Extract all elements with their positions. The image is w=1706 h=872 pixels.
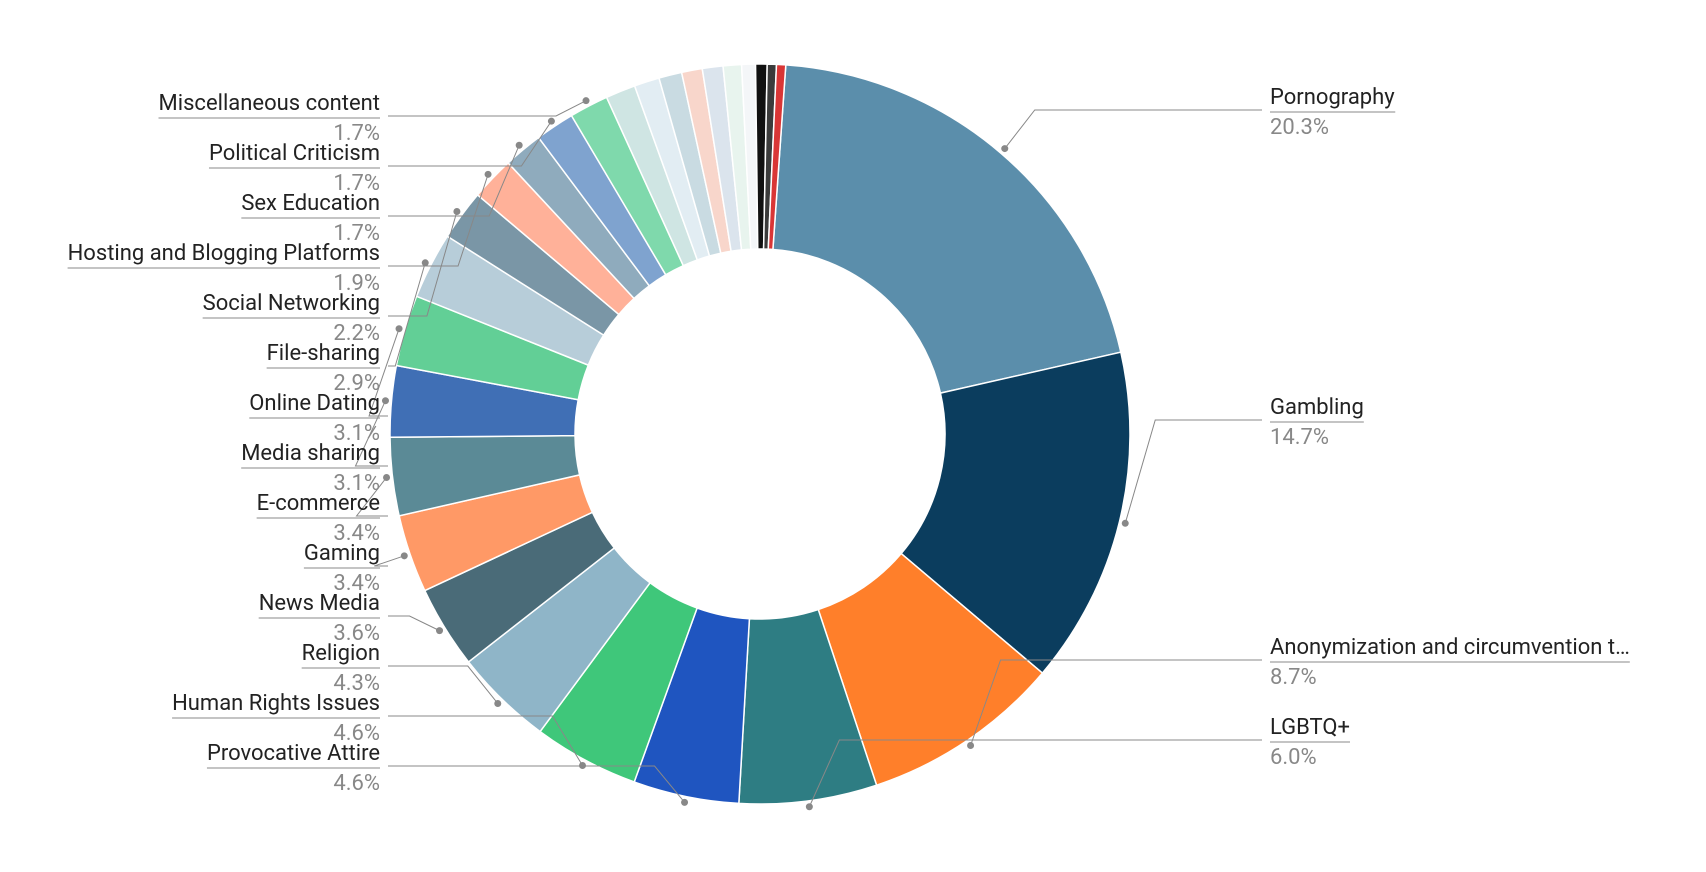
slice-label-group: File-sharing2.9% bbox=[267, 341, 380, 396]
leader-dot bbox=[436, 627, 443, 634]
leader-dot bbox=[383, 474, 390, 481]
leader-dot bbox=[401, 552, 408, 559]
leader-line bbox=[388, 616, 440, 631]
slice-percent: 3.4% bbox=[333, 521, 380, 546]
slice-percent: 3.4% bbox=[333, 571, 380, 596]
slice-label-group: News Media3.6% bbox=[259, 591, 380, 646]
slice-label-group: Miscellaneous content 1.7% bbox=[159, 91, 380, 146]
leader-dot bbox=[396, 325, 403, 332]
slice-percent: 4.3% bbox=[333, 671, 380, 696]
leader-dot bbox=[681, 799, 688, 806]
leader-dot bbox=[583, 97, 590, 104]
slice-percent: 1.7% bbox=[333, 171, 380, 196]
slice-label: LGBTQ+ bbox=[1270, 715, 1350, 740]
slice-percent: 3.1% bbox=[333, 421, 380, 446]
slice-label: Pornography bbox=[1270, 85, 1395, 110]
slice-label-group: Pornography 20.3% bbox=[1270, 85, 1395, 140]
slice-label-group: Human Rights Issues4.6% bbox=[172, 691, 380, 746]
chart-svg: Pornography 20.3% Gambling 14.7% Anonymizati… bbox=[0, 0, 1706, 868]
slice-label-group: E-commerce3.4% bbox=[257, 491, 380, 546]
leader-dot bbox=[1001, 145, 1008, 152]
slice-percent: 1.9% bbox=[333, 271, 380, 296]
slice-label-group: Gaming3.4% bbox=[304, 541, 380, 596]
leader-dot bbox=[422, 259, 429, 266]
leader-dot bbox=[485, 171, 492, 178]
slice-label: Gambling bbox=[1270, 395, 1364, 420]
slice-label-group: LGBTQ+ 6.0% bbox=[1270, 715, 1350, 770]
slice-label-group: Online Dating3.1% bbox=[249, 391, 380, 446]
leader-dot bbox=[579, 762, 586, 769]
leader-dot bbox=[548, 118, 555, 125]
leader-dot bbox=[453, 208, 460, 215]
slice-percent: 20.3% bbox=[1270, 115, 1329, 140]
donut-hole bbox=[575, 249, 945, 619]
leader-dot bbox=[1122, 520, 1129, 527]
slice-percent: 8.7% bbox=[1270, 665, 1317, 690]
slice-label: Anonymization and circumvention t… bbox=[1270, 635, 1630, 660]
slice-percent: 3.1% bbox=[333, 471, 380, 496]
slice-label-group: Sex Education1.7% bbox=[241, 191, 380, 246]
slice-label-group: Social Networking2.2% bbox=[203, 291, 380, 346]
leader-dot bbox=[967, 742, 974, 749]
leader-line bbox=[1005, 110, 1262, 149]
slice-label-group: Media sharing3.1% bbox=[241, 441, 380, 496]
slice-label: Miscellaneous content bbox=[159, 91, 380, 116]
slice-percent: 14.7% bbox=[1270, 425, 1329, 450]
slice-label-group: Hosting and Blogging Platforms1.9% bbox=[68, 241, 380, 296]
slice-percent: 1.7% bbox=[333, 121, 380, 146]
slice-label-group: Provocative Attire4.6% bbox=[207, 741, 380, 796]
slice-percent: 4.6% bbox=[333, 721, 380, 746]
slice-percent: 4.6% bbox=[333, 771, 380, 796]
slice-percent: 6.0% bbox=[1270, 745, 1317, 770]
leader-dot bbox=[516, 142, 523, 149]
leader-line bbox=[388, 101, 586, 116]
slice-percent: 2.2% bbox=[333, 321, 380, 346]
slice-label-group: Political Criticism1.7% bbox=[209, 141, 380, 196]
slice-label-group: Religion4.3% bbox=[302, 641, 380, 696]
slice-percent: 2.9% bbox=[333, 371, 380, 396]
donut-chart: Pornography 20.3% Gambling 14.7% Anonymizati… bbox=[0, 0, 1706, 872]
slice-percent: 1.7% bbox=[333, 221, 380, 246]
slice-label-group: Anonymization and circumvention t… 8.7% bbox=[1270, 635, 1630, 690]
leader-line bbox=[1125, 420, 1262, 523]
slice-percent: 3.6% bbox=[333, 621, 380, 646]
leader-dot bbox=[806, 803, 813, 810]
slice-label-group: Gambling 14.7% bbox=[1270, 395, 1364, 450]
leader-dot bbox=[382, 397, 389, 404]
leader-dot bbox=[494, 700, 501, 707]
